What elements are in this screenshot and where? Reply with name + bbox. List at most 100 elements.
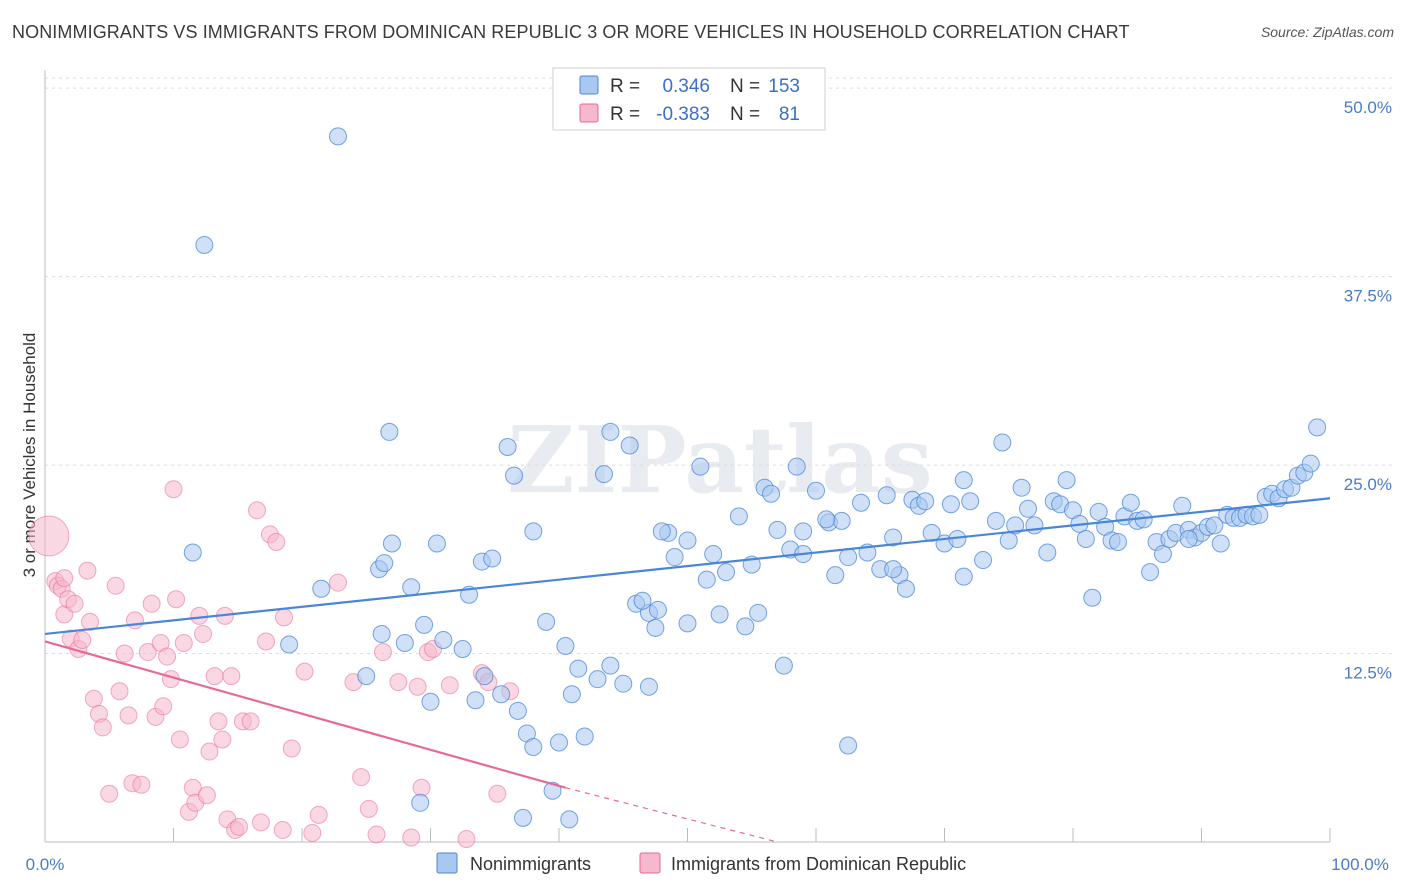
blue-point <box>1089 502 1108 521</box>
series-legend: Nonimmigrants Immigrants from Dominican … <box>436 852 966 874</box>
pink-point <box>119 706 138 725</box>
blue-point <box>974 551 993 570</box>
trend-line-nonimmigrants <box>44 497 1331 636</box>
blue-point <box>961 492 980 511</box>
blue-point <box>524 522 543 541</box>
y-axis-label: 3 or more Vehicles in Household <box>20 333 39 578</box>
blue-point <box>380 422 399 441</box>
blue-point <box>826 566 845 585</box>
pink-point <box>275 608 294 627</box>
blue-point <box>749 603 768 622</box>
blue-point <box>736 617 755 636</box>
pink-point <box>174 633 193 652</box>
y-tick-labels: 12.5% 25.0% 37.5% 50.0% <box>1344 98 1392 682</box>
blue-point <box>986 511 1005 530</box>
pink-point <box>170 730 189 749</box>
y-tick-label: 50.0% <box>1344 98 1392 117</box>
blue-point <box>794 522 813 541</box>
pink-point <box>251 813 270 832</box>
pink-point <box>389 673 408 692</box>
blue-point <box>877 486 896 505</box>
blue-point <box>1025 516 1044 535</box>
blue-point <box>993 433 1012 452</box>
blue-point <box>411 793 430 812</box>
blue-point <box>832 511 851 530</box>
legend-n-label-2: N = <box>730 104 760 125</box>
pink-point <box>65 594 84 613</box>
pink-point <box>488 784 507 803</box>
trend-line-immigrants-extrapolated <box>565 787 778 843</box>
blue-point <box>382 534 401 553</box>
blue-point <box>594 465 613 484</box>
blue-point <box>588 670 607 689</box>
blue-point <box>328 127 347 146</box>
pink-point <box>257 632 276 651</box>
pink-point <box>267 532 286 551</box>
blue-point <box>1006 516 1025 535</box>
blue-point <box>453 640 472 659</box>
pink-point <box>359 799 378 818</box>
legend-n-value-2: 81 <box>779 104 800 125</box>
legend-swatch-pink <box>579 103 599 123</box>
legend-r-value-1: 0.346 <box>662 76 710 97</box>
blue-point <box>1083 588 1102 607</box>
bottom-legend-swatch-blue <box>436 852 458 874</box>
legend-swatch-blue <box>579 75 599 95</box>
pink-point <box>200 742 219 761</box>
pink-point <box>440 676 459 695</box>
pink-point <box>352 768 371 787</box>
pink-point <box>241 712 260 731</box>
blue-point <box>1153 545 1172 564</box>
legend-n-label-1: N = <box>730 76 760 97</box>
blue-point <box>1038 543 1057 562</box>
blue-point <box>639 677 658 696</box>
blue-point <box>916 492 935 511</box>
blue-point <box>427 534 446 553</box>
pink-point <box>110 682 129 701</box>
blue-point <box>601 656 620 675</box>
pink-point <box>273 820 292 839</box>
pink-point <box>213 730 232 749</box>
blue-point <box>954 567 973 586</box>
pink-point <box>194 624 213 643</box>
pink-point <box>80 612 99 631</box>
legend-r-label-2: R = <box>610 104 640 125</box>
blue-point <box>556 637 575 655</box>
pink-point <box>158 647 177 666</box>
source-label: Source: ZipAtlas.com <box>1260 24 1394 40</box>
pink-point <box>73 630 92 649</box>
series-immigrants-points <box>28 480 520 848</box>
pink-point <box>222 667 241 686</box>
x-axis-ticks <box>44 828 1331 842</box>
blue-point <box>704 545 723 564</box>
blue-point <box>1308 418 1327 437</box>
blue-point <box>483 549 502 568</box>
blue-point <box>652 522 671 541</box>
pink-point <box>138 643 157 662</box>
blue-point <box>1012 478 1031 497</box>
blue-point <box>665 548 684 567</box>
blue-point <box>537 612 556 631</box>
trend-line-immigrants <box>44 640 566 789</box>
y-tick-label: 12.5% <box>1344 664 1392 683</box>
blue-point <box>601 422 620 441</box>
blue-point <box>550 733 568 752</box>
blue-point <box>851 493 870 512</box>
y-tick-label: 25.0% <box>1344 475 1392 494</box>
blue-point <box>1141 563 1160 582</box>
pink-point <box>197 786 216 805</box>
blue-point <box>1205 516 1224 535</box>
blue-point <box>575 727 594 746</box>
blue-point <box>498 437 517 456</box>
pink-point <box>328 573 347 592</box>
blue-point <box>508 701 527 720</box>
bottom-legend-swatch-pink <box>639 852 661 874</box>
pink-point <box>93 718 112 737</box>
blue-point <box>1179 529 1198 548</box>
blue-point <box>768 520 787 539</box>
blue-point <box>280 635 299 654</box>
blue-point <box>524 738 543 757</box>
blue-point <box>395 633 414 652</box>
blue-point <box>807 481 825 500</box>
blue-point <box>646 618 665 637</box>
